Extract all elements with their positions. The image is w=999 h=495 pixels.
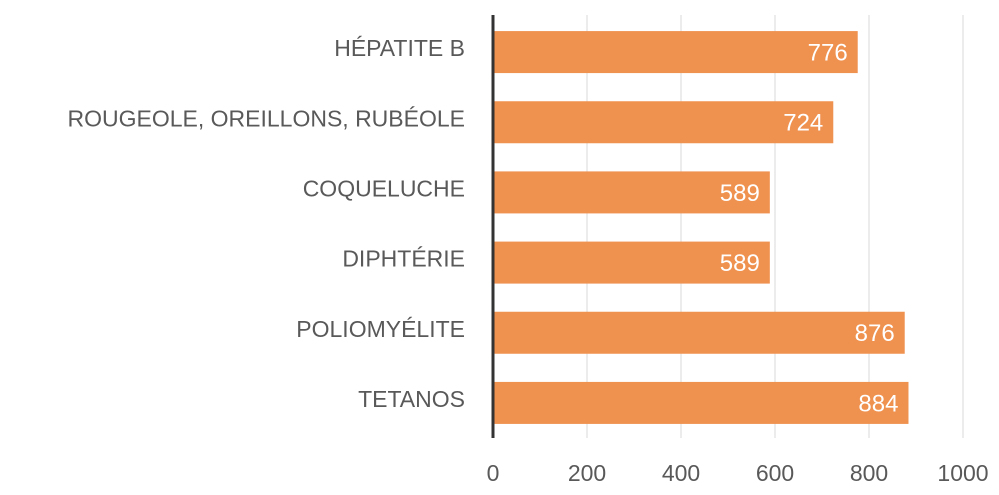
bar [493,381,909,424]
y-tick-label: POLIOMYÉLITE [296,316,465,342]
bar [493,311,905,354]
y-tick-label: ROUGEOLE, OREILLONS, RUBÉOLE [67,105,465,131]
value-label: 776 [808,39,848,66]
bar [493,101,834,144]
x-tick-label: 200 [568,460,606,486]
value-label: 589 [720,180,760,207]
bar [493,241,770,284]
x-tick-label: 400 [662,460,700,486]
value-label: 589 [720,250,760,277]
x-tick-label: 600 [756,460,794,486]
x-tick-label: 800 [850,460,888,486]
bar [493,31,858,74]
x-tick-label: 1000 [937,460,988,486]
value-label: 876 [855,320,895,347]
y-tick-label: TETANOS [358,386,465,412]
value-label: 884 [858,390,898,417]
bar [493,171,770,214]
value-label: 724 [783,110,823,137]
y-tick-label: HÉPATITE B [334,35,465,61]
y-tick-label: DIPHTÉRIE [342,246,465,272]
y-tick-label: COQUELUCHE [303,175,465,201]
x-tick-label: 0 [487,460,500,486]
